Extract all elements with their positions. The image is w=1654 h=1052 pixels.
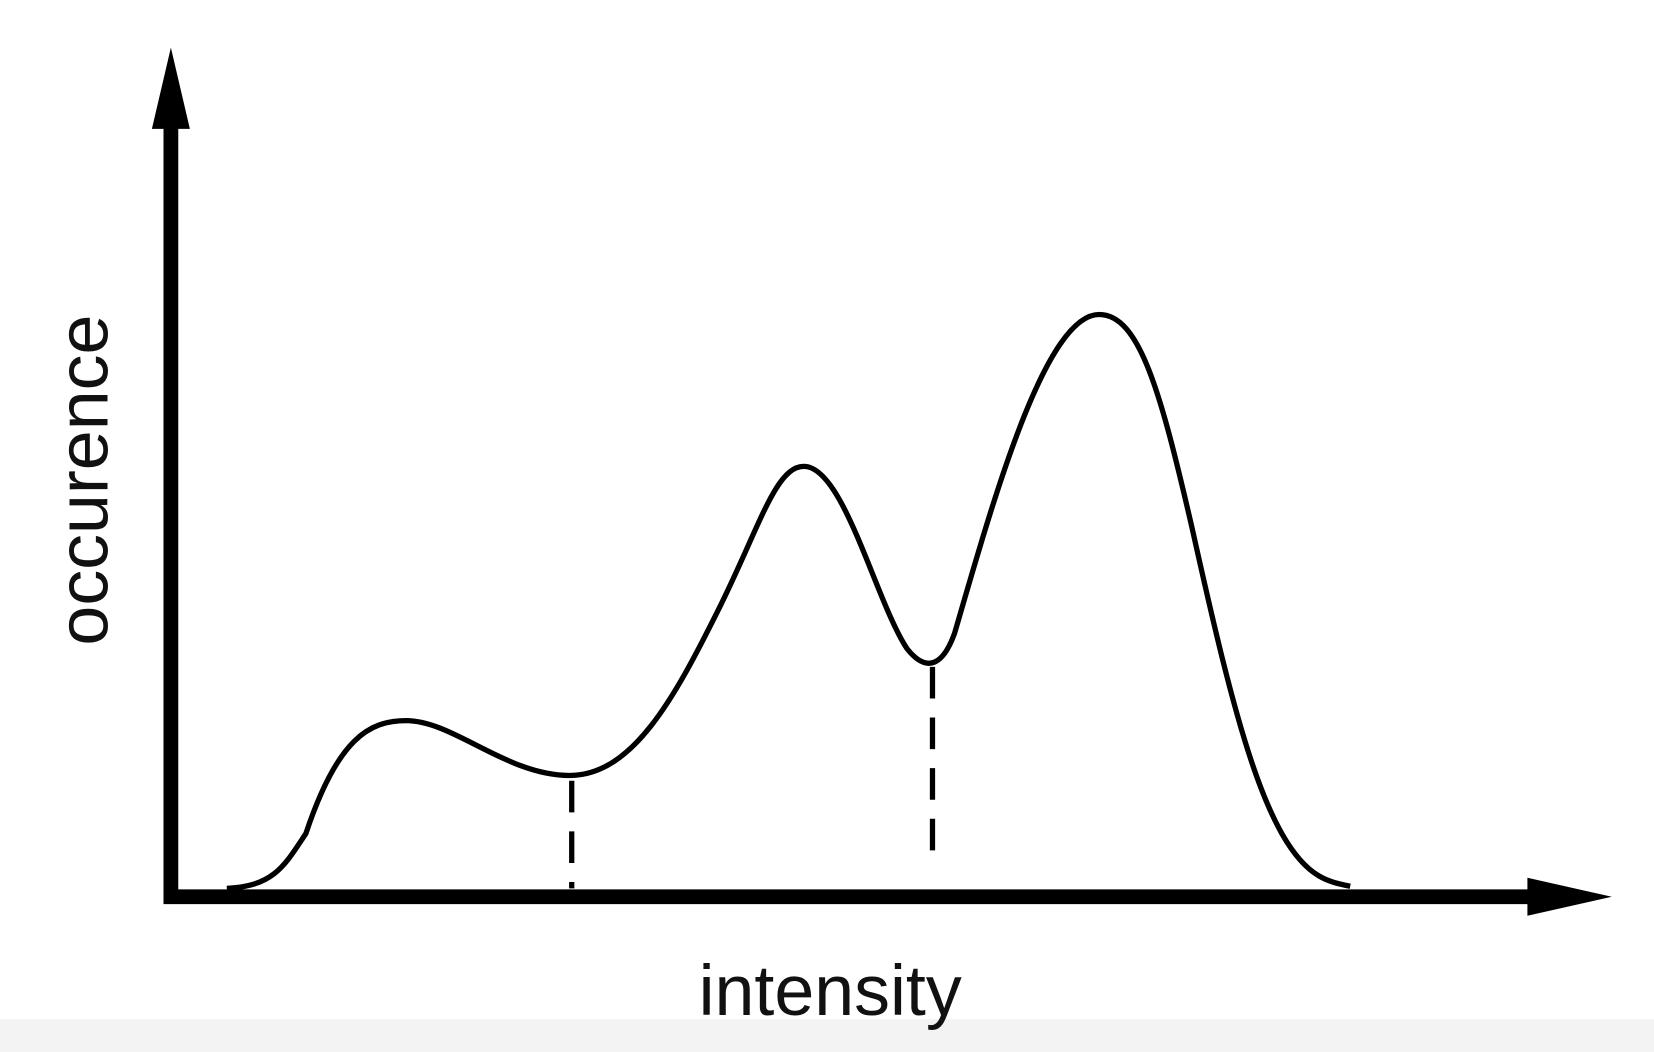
y-axis-label: occurence bbox=[44, 315, 124, 646]
distribution-curve bbox=[226, 311, 1351, 891]
y-axis-arrow bbox=[151, 47, 190, 129]
x-axis-arrow bbox=[1527, 877, 1612, 916]
x-axis-label: intensity bbox=[699, 951, 962, 1031]
bottom-strip bbox=[0, 1019, 1654, 1052]
